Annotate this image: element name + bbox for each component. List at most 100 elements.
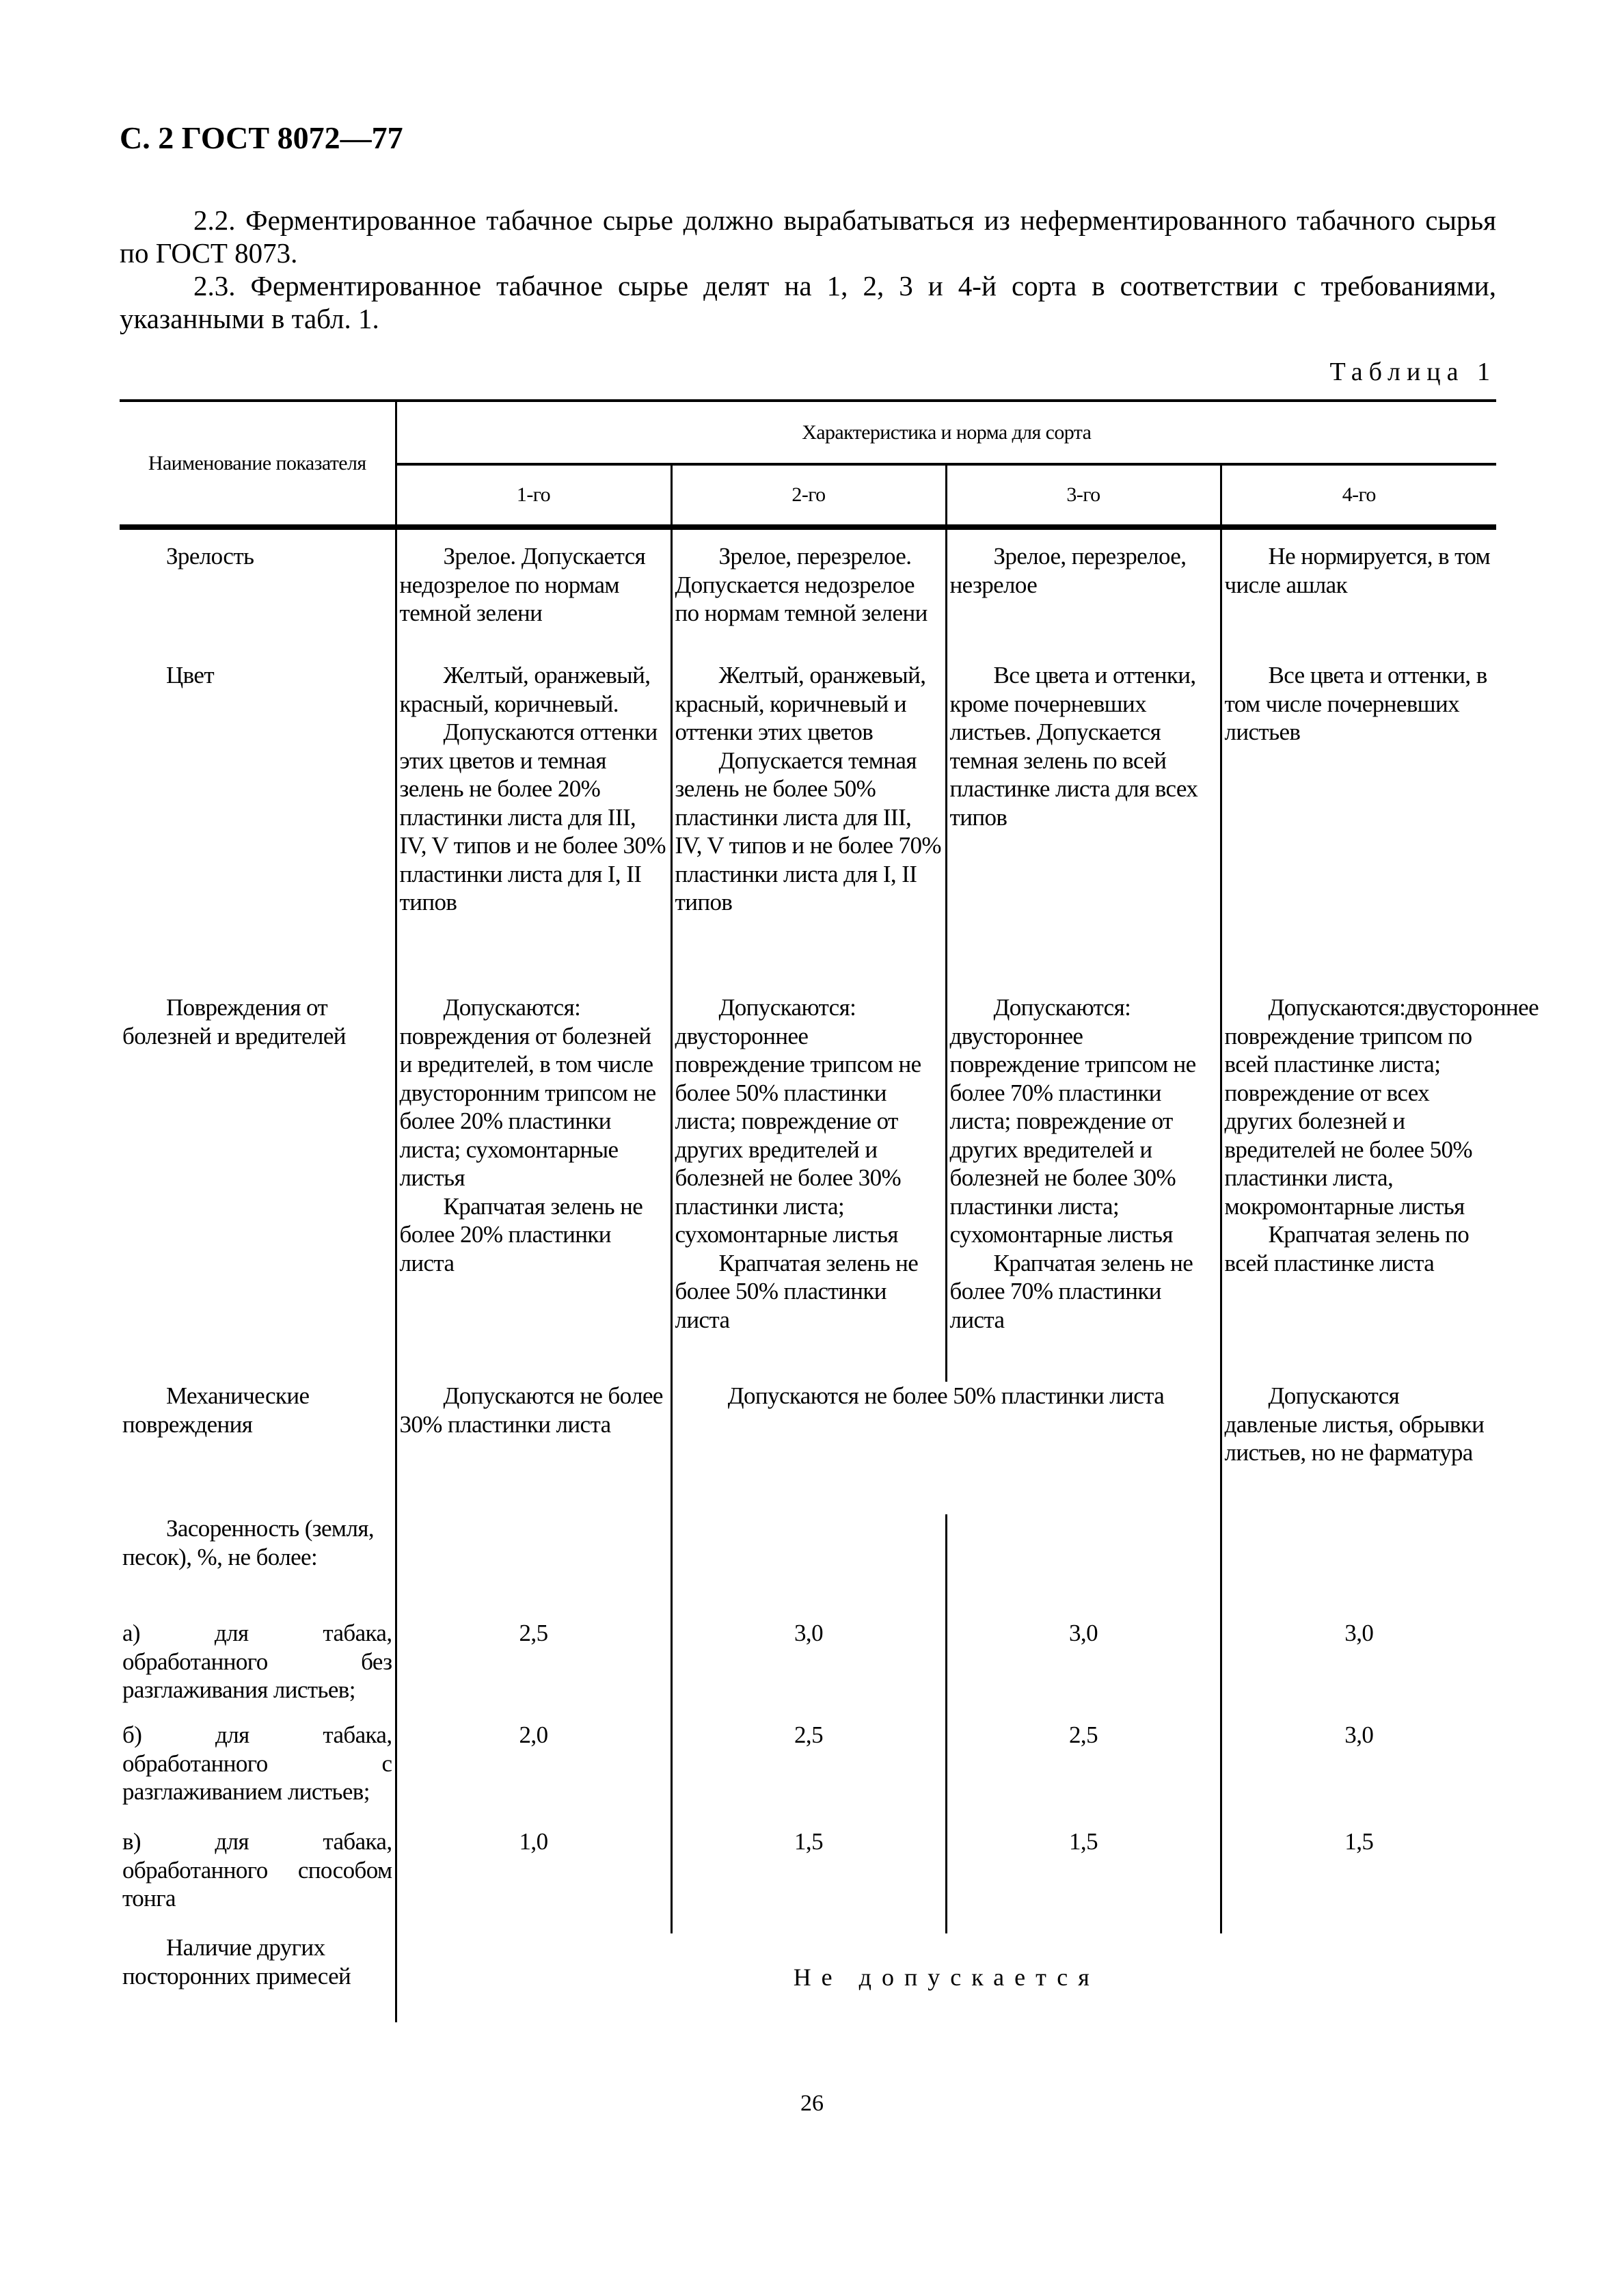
cell-paragraph: Зрелое, перезрелое. Допускается недозрел… (675, 543, 928, 626)
table-cell (394, 1514, 671, 1619)
cell-paragraph: Не допускается (793, 1964, 1100, 1992)
cell-paragraph: Крапчатая зелень не более 20% пластинки … (399, 1192, 643, 1276)
row-name: Цвет (120, 661, 396, 993)
cell-paragraph: 1,0 (519, 1828, 549, 1855)
table-cell: 3,0 (945, 1619, 1221, 1721)
group-header: Характеристика и норма для сорта (394, 399, 1497, 464)
row-name-text: Цвет (166, 662, 215, 688)
row-name-text: Повреждения от болезней и вредителей (122, 994, 347, 1049)
table-cell: Допускаются не более 30% пластинки листа (394, 1382, 671, 1514)
table-cell (1219, 1514, 1497, 1619)
table-cell: Зрелое, перезрелое, незрелое (945, 527, 1221, 661)
cell-paragraph: Крапчатая зелень по всей пластинке листа (1224, 1221, 1470, 1276)
row-name-text: Засоренность (земля, песок), %, не более… (122, 1515, 375, 1570)
table-cell (945, 1514, 1221, 1619)
row-name-text: Наличие других посторонних примесей (122, 1934, 351, 1989)
column-header-name: Наименование показателя (120, 399, 396, 530)
table-cell: 1,0 (394, 1827, 671, 1933)
table-cell: 2,5 (670, 1721, 946, 1827)
row-name: Зрелость (120, 527, 396, 661)
page-number: 26 (800, 2091, 824, 2116)
cell-paragraph: Допускаются: двустороннее повреждение тр… (675, 994, 922, 1248)
grade-header-1: 1-го (394, 463, 671, 530)
cell-paragraph: Желтый, оранжевый, красный, коричневый. (399, 662, 651, 717)
grade-header-3: 3-го (945, 463, 1221, 530)
cell-paragraph: 3,0 (1069, 1620, 1098, 1646)
cell-paragraph: 1,5 (1069, 1828, 1098, 1855)
cell-paragraph: 2,5 (794, 1721, 824, 1748)
paragraph-2-3: 2.3. Ферментированное табачное сырье дел… (120, 270, 1496, 334)
cell-paragraph: Желтый, оранжевый, красный, коричневый и… (675, 662, 926, 745)
cell-paragraph: 3,0 (1344, 1721, 1374, 1748)
row-name: б) для табака, обработанного с разглажив… (120, 1721, 396, 1827)
table-row: Засоренность (земля, песок), %, не более… (120, 1514, 1497, 1619)
cell-paragraph: Допускаются давленые листья, обрывки лис… (1224, 1382, 1485, 1466)
row-name: Наличие других посторонних примесей (120, 1933, 396, 2022)
page-header: С. 2 ГОСТ 8072—77 (120, 120, 403, 155)
grade-header-2: 2-го (670, 463, 946, 530)
row-name: а) для табака, обработанного без разглаж… (120, 1619, 396, 1721)
cell-paragraph: Зрелое, перезрелое, незрелое (949, 543, 1187, 598)
cell-paragraph: Допускается темная зелень не более 50% п… (675, 747, 942, 916)
table-cell: Допускаются: двустороннее повреждение тр… (945, 993, 1221, 1382)
table-cell: Допускаются не более 50% пластинки листа (670, 1382, 1221, 1514)
table-cell: 3,0 (1219, 1721, 1497, 1827)
cell-paragraph: 2,5 (1069, 1721, 1098, 1748)
table-cell: Зрелое, перезрелое. Допускается недозрел… (670, 527, 946, 661)
table-cell: Не нормируется, в том числе ашлак (1219, 527, 1497, 661)
cell-paragraph: Допускаются не более 30% пластинки листа (399, 1382, 664, 1438)
paragraph-2-2: 2.2. Ферментированное табачное сырье дол… (120, 204, 1496, 269)
table-cell: Допускаются: повреждения от болезней и в… (394, 993, 671, 1382)
cell-paragraph: Все цвета и оттенки, кроме почерневших л… (949, 662, 1198, 831)
table-cell: 1,5 (670, 1827, 946, 1933)
row-name-text: а) для табака, обработанного без разглаж… (122, 1620, 392, 1703)
cell-paragraph: Все цвета и оттенки, в том числе почерне… (1224, 662, 1488, 745)
cell-paragraph: Допускаются: двустороннее повреждение тр… (949, 994, 1197, 1248)
table-row: б) для табака, обработанного с разглажив… (120, 1721, 1497, 1827)
cell-paragraph: Не нормируется, в том числе ашлак (1224, 543, 1491, 598)
grade-header-4: 4-го (1219, 463, 1497, 530)
table-cell: 2,0 (394, 1721, 671, 1827)
row-name-text: Зрелость (166, 543, 254, 570)
table-cell: Допускаются: двустороннее повреждение тр… (670, 993, 946, 1382)
table-row: а) для табака, обработанного без разглаж… (120, 1619, 1497, 1721)
cell-paragraph: 1,5 (794, 1828, 824, 1855)
table-cell: Все цвета и оттенки, в том числе почерне… (1219, 661, 1497, 993)
table-row: Наличие других посторонних примесей Не до… (120, 1933, 1497, 2022)
table-cell (670, 1514, 946, 1619)
table-row: Механические повреждения Допускаются не б… (120, 1382, 1497, 1514)
table-row: Зрелость Зрелое. Допускается недозрелое п… (120, 527, 1497, 661)
cell-paragraph: Допускаются не более 50% пластинки листа (727, 1382, 1165, 1409)
cell-paragraph: 1,5 (1344, 1828, 1374, 1855)
cell-paragraph: 3,0 (794, 1620, 824, 1646)
row-name: Засоренность (земля, песок), %, не более… (120, 1514, 396, 1619)
cell-paragraph: 2,5 (519, 1620, 549, 1646)
row-name: Повреждения от болезней и вредителей (120, 993, 396, 1382)
row-name: в) для табака, обработанного способом то… (120, 1827, 396, 1933)
table-cell: Все цвета и оттенки, кроме почерневших л… (945, 661, 1221, 993)
table-row: в) для табака, обработанного способом то… (120, 1827, 1497, 1933)
table-cell: 1,5 (1219, 1827, 1497, 1933)
row-name-text: Механические повреждения (122, 1382, 310, 1438)
cell-paragraph: Крапчатая зелень не более 50% пластинки … (675, 1249, 919, 1333)
cell-paragraph: Допускаются:двустороннее повреждение три… (1224, 994, 1539, 1220)
cell-paragraph: 3,0 (1344, 1620, 1374, 1646)
cell-paragraph: Крапчатая зелень не более 70% пластинки … (949, 1249, 1193, 1333)
cell-paragraph: Допускаются оттенки этих цветов и темная… (399, 719, 666, 915)
table-cell: Желтый, оранжевый, красный, коричневый и… (670, 661, 946, 993)
table-cell: 2,5 (945, 1721, 1221, 1827)
table-cell: Не допускается (394, 1933, 1497, 2022)
table-cell: 1,5 (945, 1827, 1221, 1933)
row-name-text: б) для табака, обработанного с разглажив… (122, 1721, 392, 1805)
table-caption: Таблица 1 (1329, 358, 1496, 386)
cell-paragraph: Зрелое. Допускается недозрелое по нормам… (399, 543, 646, 626)
table-row: Повреждения от болезней и вредителей Допу… (120, 993, 1539, 1382)
cell-paragraph: Допускаются: повреждения от болезней и в… (399, 994, 657, 1191)
grade-table: Наименование показателя Характеристика и… (120, 399, 1539, 2022)
row-name: Механические повреждения (120, 1382, 396, 1514)
cell-paragraph: 2,0 (519, 1721, 549, 1748)
table-row: Цвет Желтый, оранжевый, красный, коричнев… (120, 661, 1497, 993)
table-cell: 2,5 (394, 1619, 671, 1721)
table-cell: Зрелое. Допускается недозрелое по нормам… (394, 527, 671, 661)
table-cell: Допускаются:двустороннее повреждение три… (1219, 993, 1539, 1382)
